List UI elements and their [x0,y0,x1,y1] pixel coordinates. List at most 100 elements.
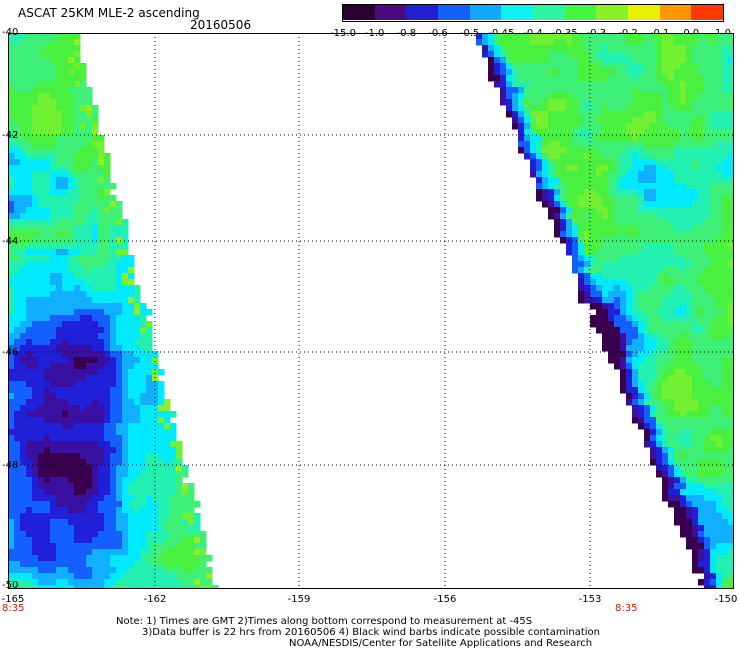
swath-cell [104,567,111,574]
swath-cell [38,501,45,508]
swath-cell [722,135,729,142]
swath-cell [32,63,39,70]
swath-cell [62,99,69,106]
swath-cell [578,81,585,88]
swath-cell [8,219,15,226]
swath-cell [578,183,585,190]
swath-cell [632,285,639,292]
swath-cell [134,477,141,484]
swath-cell [716,207,723,214]
swath-cell [572,147,579,154]
swath-cell [26,267,33,274]
swath-cell [620,321,627,328]
swath-cell [596,237,603,244]
swath-cell [656,351,663,358]
swath-cell [74,363,81,370]
swath-cell [560,87,567,94]
swath-cell [50,81,57,88]
swath-cell [542,117,549,124]
swath-cell [614,45,621,52]
swath-cell [14,501,21,508]
swath-cell [200,543,207,550]
swath-cell [578,267,585,274]
swath-cell [104,399,111,406]
swath-cell [710,585,717,589]
swath-cell [92,147,99,154]
swath-cell [20,501,27,508]
swath-cell [590,63,597,70]
swath-cell [26,189,33,196]
swath-cell [98,411,105,418]
swath-cell [656,237,663,244]
swath-cell [110,285,117,292]
swath-cell [602,297,609,304]
swath-cell [698,429,705,436]
swath-cell [38,273,45,280]
swath-cell [608,201,615,208]
swath-cell [602,81,609,88]
swath-cell [38,561,45,568]
swath-cell [140,543,147,550]
swath-cell [506,75,513,82]
swath-cell [626,75,633,82]
swath-cell [680,267,687,274]
swath-cell [140,507,147,514]
swath-cell [38,69,45,76]
swath-cell [86,525,93,532]
swath-cell [44,417,51,424]
swath-cell [86,405,93,412]
swath-cell [56,459,63,466]
swath-cell [716,243,723,250]
swath-cell [680,81,687,88]
swath-cell [662,69,669,76]
swath-cell [44,387,51,394]
swath-cell [710,369,717,376]
swath-cell [632,201,639,208]
swath-cell [542,51,549,58]
swath-cell [710,141,717,148]
swath-cell [686,117,693,124]
swath-cell [194,543,201,550]
swath-cell [674,81,681,88]
swath-cell [566,105,573,112]
swath-cell [56,423,63,430]
swath-cell [110,363,117,370]
swath-cell [686,507,693,514]
colorbar-segment [659,4,692,20]
swath-cell [104,237,111,244]
swath-cell [14,561,21,568]
swath-cell [62,63,69,70]
swath-cell [56,123,63,130]
swath-cell [524,111,531,118]
swath-cell [716,285,723,292]
swath-cell [152,417,159,424]
swath-cell [122,525,129,532]
swath-cell [74,453,81,460]
swath-cell [626,387,633,394]
swath-cell [62,225,69,232]
swath-cell [152,447,159,454]
swath-cell [26,33,33,40]
swath-cell [482,45,489,52]
swath-cell [152,429,159,436]
swath-cell [566,93,573,100]
swath-cell [584,111,591,118]
swath-cell [62,213,69,220]
swath-cell [152,555,159,562]
swath-cell [14,585,21,589]
swath-cell [668,207,675,214]
swath-cell [62,141,69,148]
swath-cell [566,33,573,40]
swath-cell [662,33,669,40]
swath-cell [644,303,651,310]
swath-cell [686,405,693,412]
swath-cell [584,231,591,238]
swath-cell [158,567,165,574]
swath-cell [542,177,549,184]
swath-cell [686,225,693,232]
swath-cell [8,429,15,436]
swath-cell [566,249,573,256]
swath-cell [140,369,147,376]
swath-cell [194,549,201,556]
swath-cell [704,327,711,334]
